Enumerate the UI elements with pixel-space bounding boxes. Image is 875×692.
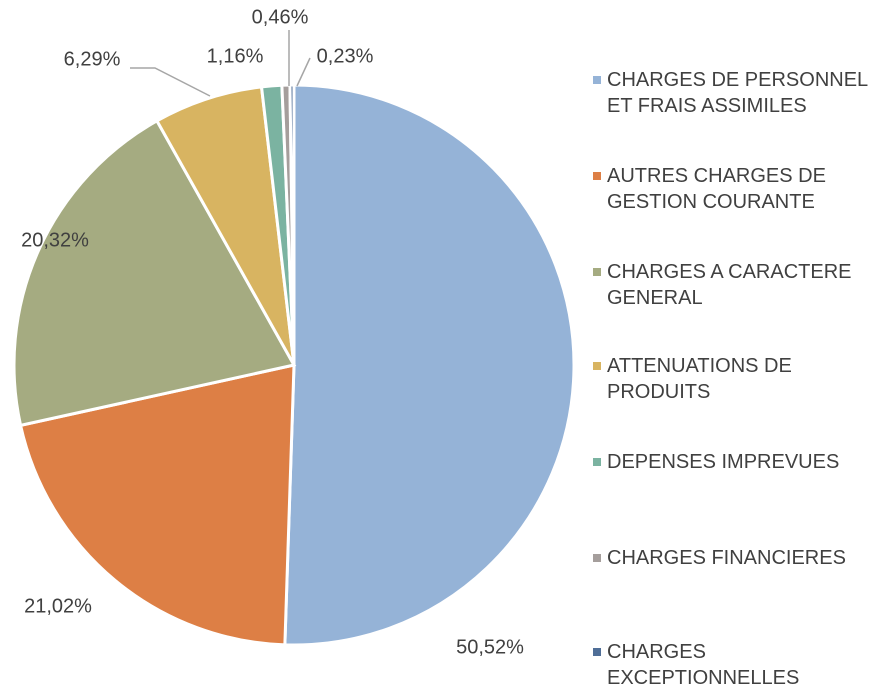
legend-label: AUTRES CHARGES DE GESTION COURANTE	[607, 165, 826, 213]
pie-slice	[288, 83, 296, 366]
legend-label: ATTENUATIONS DE PRODUITS	[607, 355, 792, 403]
legend-swatch	[593, 648, 601, 656]
pie-slice	[283, 83, 576, 647]
pie-slice	[12, 118, 297, 428]
pie-area: 50,52% 21,02% 20,32% 6,29% 1,16% 0,46% 0,23%	[12, 6, 576, 658]
legend-swatch	[593, 268, 601, 276]
data-label: 21,02%	[24, 595, 92, 617]
legend-swatch	[593, 76, 601, 84]
legend-label: DEPENSES IMPREVUES	[607, 451, 840, 473]
legend-label: CHARGES FINANCIERES	[607, 547, 846, 569]
legend-swatch	[593, 362, 601, 370]
legend-swatch	[593, 172, 601, 180]
legend-label: CHARGES EXCEPTIONNELLES	[607, 641, 800, 689]
legend-swatch	[593, 458, 601, 466]
leader-line	[130, 67, 211, 97]
data-label: 0,46%	[252, 6, 309, 28]
leader-line	[296, 57, 311, 87]
pie-slice	[18, 363, 296, 647]
data-label: 1,16%	[207, 45, 264, 67]
data-label: 6,29%	[64, 48, 121, 70]
data-label: 50,52%	[456, 636, 524, 658]
legend-label: CHARGES A CARACTERE GENERAL	[607, 261, 852, 309]
legend-swatch	[593, 554, 601, 562]
data-label: 20,32%	[21, 229, 89, 251]
data-label: 0,23%	[317, 45, 374, 67]
legend-label: CHARGES DE PERSONNEL ET FRAIS ASSIMILES	[607, 69, 868, 117]
